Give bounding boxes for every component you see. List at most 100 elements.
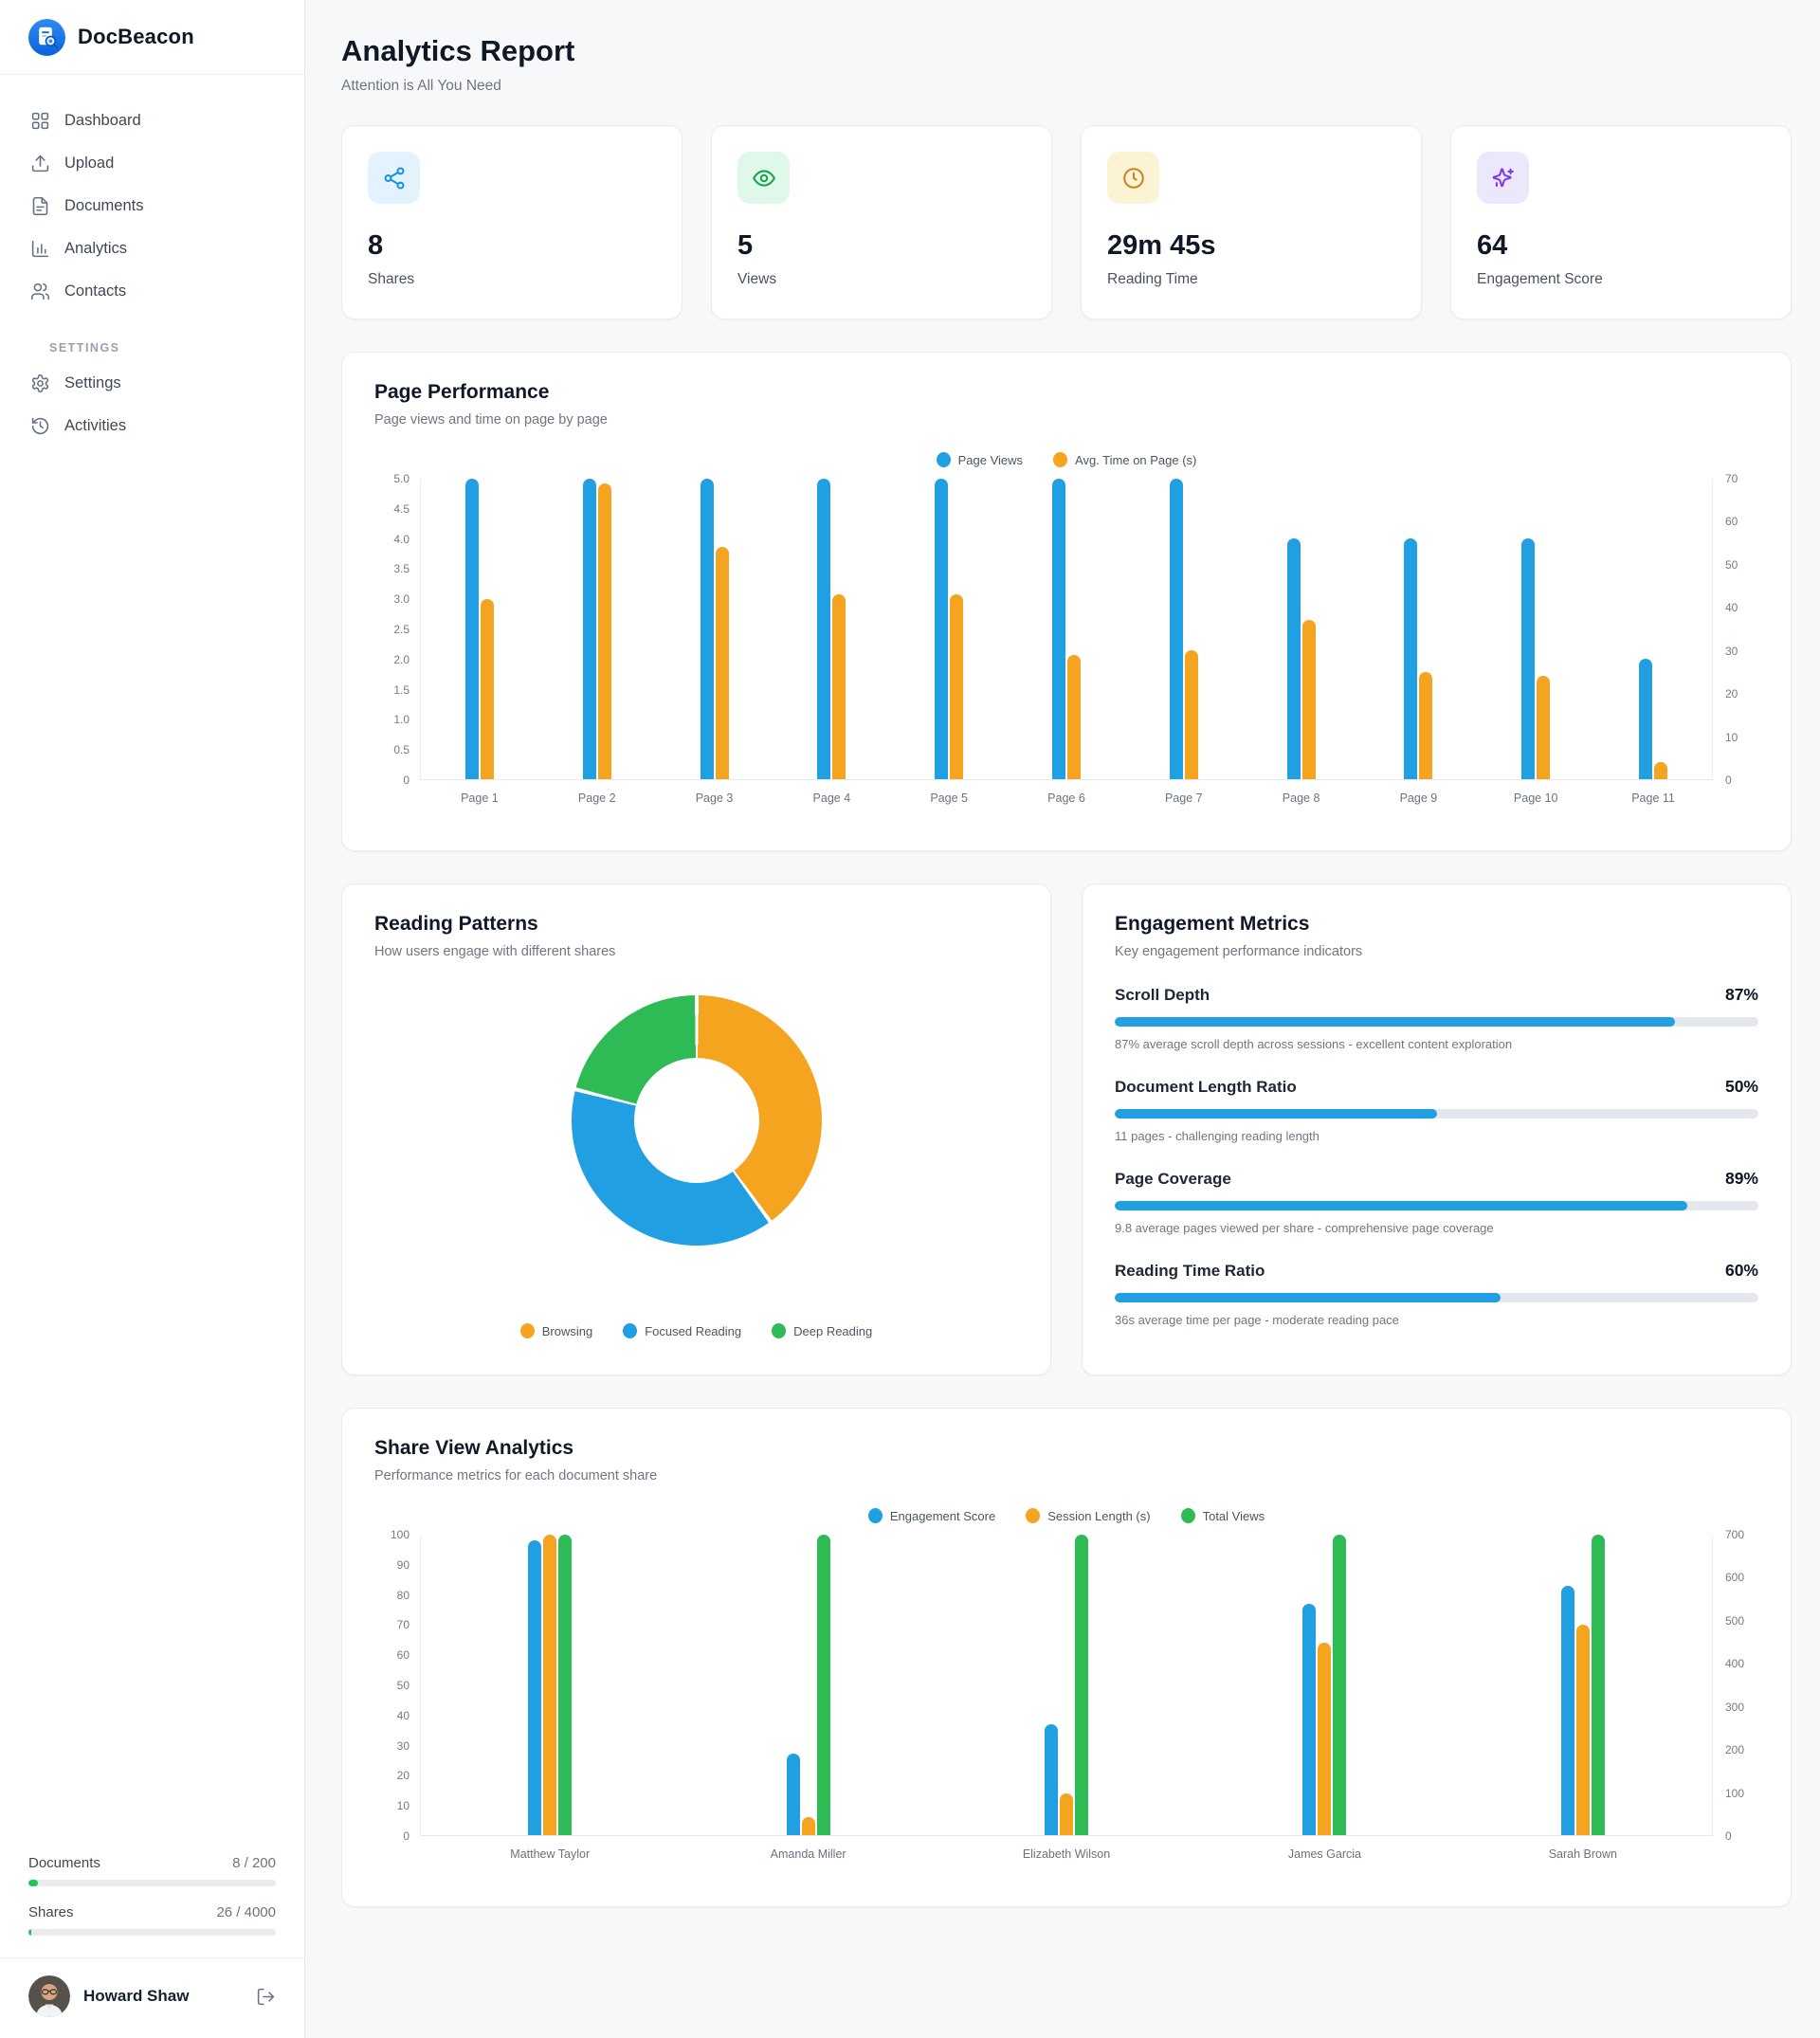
axis-tick: 50 <box>396 1679 410 1692</box>
metric-value: 60% <box>1724 1261 1758 1280</box>
stat-value: 29m 45s <box>1107 230 1216 261</box>
legend-label: Page Views <box>957 452 1024 467</box>
metric-description: 87% average scroll depth across sessions… <box>1115 1037 1513 1051</box>
axis-tick: 3.0 <box>393 592 410 607</box>
left-axis: 5.0 4.5 4.0 3.5 3.0 2.5 2.0 1.5 1.0 0.5 0 <box>374 472 420 787</box>
share-view-analytics-card: Share View Analytics Performance metrics… <box>341 1408 1792 1907</box>
axis-tick: 70 <box>396 1618 410 1632</box>
legend-label: Engagement Score <box>889 1508 996 1523</box>
axis-tick: 0 <box>403 773 410 787</box>
chart-legend: Browsing Focused Reading Deep Reading <box>374 1323 1018 1338</box>
donut-wrap <box>374 995 1018 1246</box>
legend-item: Deep Reading <box>772 1323 872 1338</box>
axis-tick: 2.5 <box>393 623 410 636</box>
bar <box>700 479 714 779</box>
sidebar: DocBeacon Dashboard Upload Documents Ana… <box>0 0 305 2038</box>
axis-tick: 60 <box>1725 515 1738 529</box>
share-icon <box>368 152 420 204</box>
avatar <box>28 1975 70 2017</box>
sidebar-item-upload[interactable]: Upload <box>19 142 285 185</box>
sidebar-item-label: Upload <box>64 155 115 172</box>
category-label: Sarah Brown <box>1548 1847 1617 1861</box>
chart-plot-area: 5.0 4.5 4.0 3.5 3.0 2.5 2.0 1.5 1.0 0.5 0 Page 1 Pag… <box>374 472 1758 805</box>
category-label: James Garcia <box>1287 1847 1361 1861</box>
history-icon <box>31 417 49 435</box>
bar <box>1333 1535 1347 1835</box>
axis-tick: 60 <box>396 1648 410 1663</box>
right-axis: 70 60 50 40 30 20 10 0 <box>1713 472 1758 787</box>
donut-hole <box>633 1058 759 1183</box>
axis-tick: 1.0 <box>393 713 410 727</box>
bar-group: Page 10 <box>1477 479 1594 805</box>
card-title: Engagement Metrics <box>1115 913 1310 935</box>
axis-tick: 90 <box>396 1557 410 1572</box>
metric-value: 50% <box>1724 1077 1758 1096</box>
category-label: Page 3 <box>695 792 734 805</box>
bar-group: Matthew Taylor <box>421 1535 679 1861</box>
metric-label: Document Length Ratio <box>1115 1078 1297 1096</box>
bar <box>1521 538 1536 779</box>
legend-item: Page Views <box>936 452 1024 467</box>
legend-dot <box>1053 452 1068 467</box>
left-axis: 100 90 80 70 60 50 40 30 20 10 0 <box>374 1528 420 1843</box>
axis-tick: 0 <box>403 1829 410 1843</box>
stat-label: Views <box>737 271 777 287</box>
bar <box>1560 1585 1574 1835</box>
usage-section: Documents 8 / 200 Shares 26 / 4000 <box>0 1855 304 1954</box>
legend-dot <box>623 1323 638 1338</box>
category-label: Page 5 <box>930 792 968 805</box>
metric-progress-fill <box>1115 1017 1675 1027</box>
axis-tick: 0 <box>1725 1829 1732 1843</box>
legend-item: Engagement Score <box>867 1508 996 1523</box>
sidebar-item-documents[interactable]: Documents <box>19 185 285 227</box>
chart-legend: Page Views Avg. Time on Page (s) <box>374 452 1758 467</box>
reading-patterns-donut-chart: Browsing Focused Reading Deep Reading <box>374 995 1018 1338</box>
sidebar-item-label: Dashboard <box>64 112 141 129</box>
stat-card-shares: 8 Shares <box>341 125 682 319</box>
axis-tick: 100 <box>1725 1786 1745 1800</box>
metric-label: Page Coverage <box>1115 1170 1231 1188</box>
legend-dot <box>1026 1508 1041 1523</box>
bar-group: James Garcia <box>1195 1535 1453 1861</box>
axis-tick: 0 <box>1725 773 1732 787</box>
documents-usage-value: 8 / 200 <box>232 1855 276 1871</box>
metric-progress-track <box>1115 1109 1758 1119</box>
bar <box>528 1540 542 1835</box>
sidebar-item-analytics[interactable]: Analytics <box>19 227 285 270</box>
user-name: Howard Shaw <box>83 1987 190 2005</box>
legend-item: Browsing <box>519 1323 592 1338</box>
page-performance-card: Page Performance Page views and time on … <box>341 352 1792 851</box>
bar <box>1575 1625 1590 1835</box>
axis-tick: 100 <box>390 1528 410 1541</box>
documents-usage-track <box>28 1880 276 1886</box>
gear-icon <box>31 373 49 393</box>
axis-tick: 50 <box>1725 557 1738 572</box>
legend-item: Total Views <box>1180 1508 1265 1523</box>
sidebar-item-contacts[interactable]: Contacts <box>19 270 285 313</box>
metric-progress-track <box>1115 1201 1758 1210</box>
legend-dot <box>519 1323 535 1338</box>
bar <box>1537 676 1551 779</box>
bar-group: Page 4 <box>773 479 890 805</box>
right-axis: 700 600 500 400 300 200 100 0 <box>1713 1528 1758 1843</box>
sidebar-item-dashboard[interactable]: Dashboard <box>19 100 285 142</box>
bar <box>464 479 479 779</box>
sidebar-item-activities[interactable]: Activities <box>19 405 285 447</box>
stat-cards: 8 Shares 5 Views 29m 45s Reading Time 64… <box>341 125 1792 319</box>
brand-row: DocBeacon <box>0 0 304 75</box>
sparkles-icon <box>1477 152 1529 204</box>
sidebar-item-settings[interactable]: Settings <box>19 362 285 405</box>
bar <box>1591 1535 1605 1835</box>
stat-card-reading-time: 29m 45s Reading Time <box>1081 125 1422 319</box>
bar <box>1419 671 1433 779</box>
documents-usage-fill <box>28 1880 39 1886</box>
logout-button[interactable] <box>256 1987 276 2007</box>
category-label: Page 4 <box>812 792 851 805</box>
bar <box>1051 479 1065 779</box>
bar-group: Sarah Brown <box>1454 1535 1712 1861</box>
category-label: Page 10 <box>1513 792 1558 805</box>
bar-group: Page 8 <box>1243 479 1360 805</box>
metric-description: 11 pages - challenging reading length <box>1115 1129 1320 1143</box>
metric-label: Reading Time Ratio <box>1115 1262 1265 1280</box>
eye-icon <box>737 152 790 204</box>
